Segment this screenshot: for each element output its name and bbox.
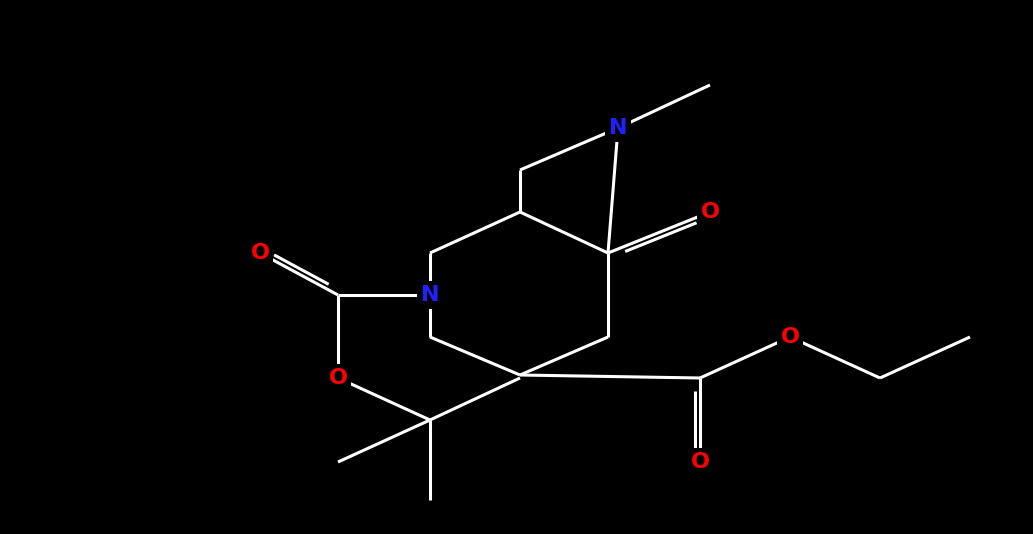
Text: O: O (328, 368, 347, 388)
Text: O: O (781, 327, 800, 347)
Text: O: O (700, 202, 720, 222)
Text: N: N (608, 118, 627, 138)
Text: O: O (250, 243, 270, 263)
Text: O: O (690, 452, 710, 472)
Text: N: N (420, 285, 439, 305)
